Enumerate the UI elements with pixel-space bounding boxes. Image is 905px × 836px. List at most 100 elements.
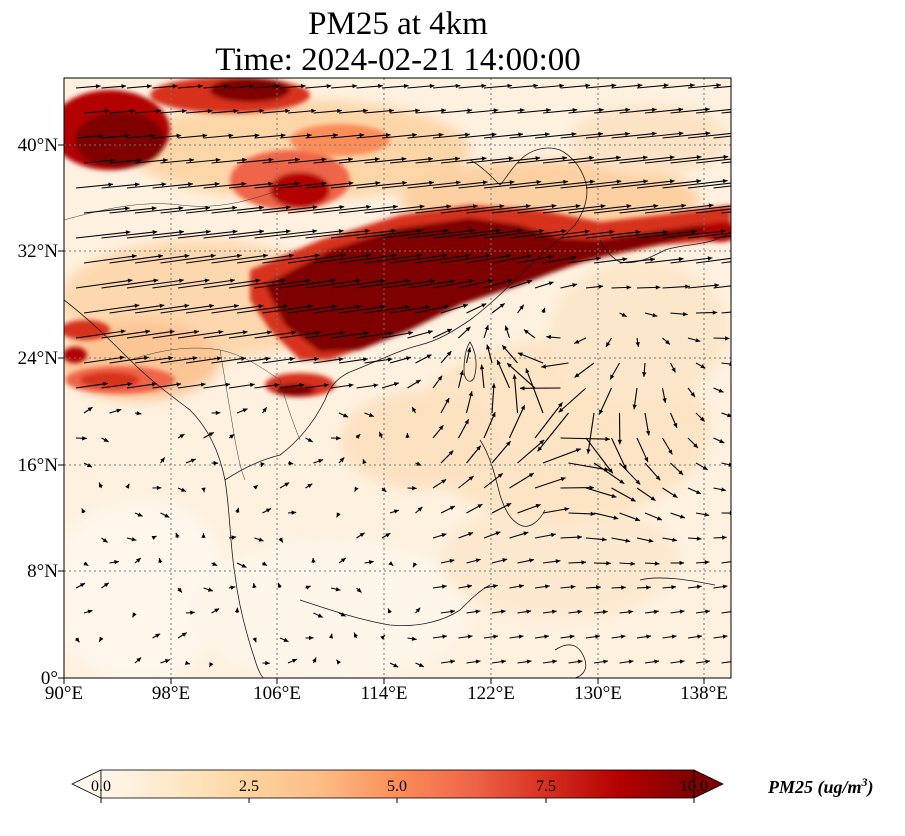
- wind-vector-head: [228, 133, 234, 138]
- wind-vector: [279, 230, 344, 239]
- wind-vector-head: [305, 278, 311, 283]
- wind-vector: [721, 362, 731, 365]
- wind-vector-head: [774, 229, 779, 233]
- wind-vector: [75, 382, 108, 389]
- wind-vector-head: [550, 532, 556, 538]
- wind-vector-head: [283, 637, 289, 642]
- wind-vector-head: [655, 285, 661, 290]
- wind-vector-head: [643, 179, 649, 184]
- wind-vector-head: [335, 587, 341, 592]
- wind-vector-head: [241, 563, 247, 568]
- wind-vector-head: [336, 659, 341, 665]
- wind-vector-head: [136, 158, 142, 163]
- wind-vector-head: [704, 560, 710, 565]
- wind-vector-head: [488, 278, 493, 284]
- wind-vector-head: [98, 482, 103, 488]
- wind-vector-head: [415, 379, 421, 385]
- wind-vector: [338, 205, 398, 214]
- wind-vector: [611, 84, 643, 89]
- wind-vector-head: [160, 457, 165, 463]
- wind-vector-head: [152, 230, 158, 235]
- wind-vector-head: [110, 158, 116, 163]
- map-plot-area: [64, 78, 779, 678]
- colorbar-gradient: [101, 770, 694, 798]
- wind-vector-head: [314, 357, 319, 362]
- wind-vector-head: [378, 83, 383, 89]
- wind-vector-head: [337, 108, 342, 114]
- wind-vector-head: [289, 356, 295, 362]
- wind-vector-head: [354, 486, 359, 492]
- wind-vector: [713, 85, 731, 89]
- wind-vector: [134, 159, 168, 164]
- wind-vector-head: [314, 253, 320, 258]
- wind-vector-head: [155, 633, 161, 638]
- wind-vector-head: [415, 108, 420, 113]
- wind-vector-head: [259, 229, 265, 234]
- wind-vector-head: [381, 487, 387, 492]
- wind-vector-head: [669, 155, 675, 160]
- wind-vector: [262, 305, 313, 314]
- wind-vector: [585, 437, 614, 474]
- wind-vector: [75, 279, 133, 289]
- wind-vector-head: [702, 465, 708, 470]
- wind-vector-head: [81, 508, 86, 514]
- wind-vector: [636, 230, 697, 239]
- wind-vector-head: [475, 558, 481, 563]
- wind-vector-head: [212, 561, 218, 566]
- wind-vector-head: [481, 156, 487, 161]
- wind-vector: [713, 185, 731, 189]
- wind-vector: [585, 180, 649, 189]
- wind-vector-head: [635, 479, 641, 485]
- wind-vector: [83, 207, 130, 214]
- wind-vector-head: [300, 84, 306, 89]
- wind-vector-head: [103, 437, 109, 442]
- wind-vector-head: [724, 336, 730, 341]
- wind-vector-head: [535, 503, 541, 509]
- wind-vector: [211, 254, 268, 264]
- wind-vector: [126, 330, 175, 339]
- wind-vector: [134, 254, 190, 264]
- wind-vector: [389, 254, 448, 264]
- wind-vector-head: [209, 303, 215, 309]
- wind-vector-head: [103, 381, 108, 387]
- wind-vector-head: [621, 585, 626, 590]
- wind-vector-head: [704, 512, 710, 517]
- wind-vector: [279, 331, 321, 339]
- wind-vector-head: [475, 609, 481, 614]
- wind-vector: [134, 356, 174, 364]
- lon-tick-label-98e: 98°E: [151, 683, 191, 704]
- wind-vector: [458, 133, 497, 139]
- wind-vector-head: [716, 83, 722, 88]
- wind-vector: [721, 111, 731, 114]
- wind-vector-head: [145, 329, 151, 334]
- wind-vector: [466, 254, 512, 264]
- wind-vector-head: [190, 610, 195, 615]
- wind-vector-head: [380, 278, 386, 284]
- wind-vector-head: [598, 284, 604, 289]
- wind-vector: [287, 109, 316, 114]
- wind-vector-head: [493, 634, 498, 639]
- wind-vector-head: [428, 156, 434, 162]
- wind-vector-head: [696, 155, 702, 160]
- wind-vector-head: [596, 256, 601, 261]
- wind-vector-head: [539, 439, 545, 445]
- wind-vector-head: [564, 507, 570, 512]
- wind-vector-head: [381, 304, 386, 310]
- wind-vector: [254, 279, 311, 289]
- wind-vector-head: [252, 637, 257, 643]
- lat-tick-label-8n: 8°N: [27, 561, 58, 582]
- wind-vector: [160, 357, 198, 364]
- wind-vector: [432, 229, 501, 239]
- wind-vector: [254, 134, 286, 139]
- wind-vector-head: [598, 131, 604, 137]
- wind-vector-head: [705, 107, 710, 112]
- wind-vector: [491, 254, 532, 264]
- wind-vector-head: [86, 463, 92, 468]
- wind-vector: [75, 183, 114, 189]
- wind-vector: [483, 279, 513, 289]
- wind-vector-head: [403, 83, 409, 89]
- wind-vector-head: [278, 537, 283, 543]
- wind-vector-head: [499, 303, 505, 308]
- wind-vector-head: [544, 132, 550, 137]
